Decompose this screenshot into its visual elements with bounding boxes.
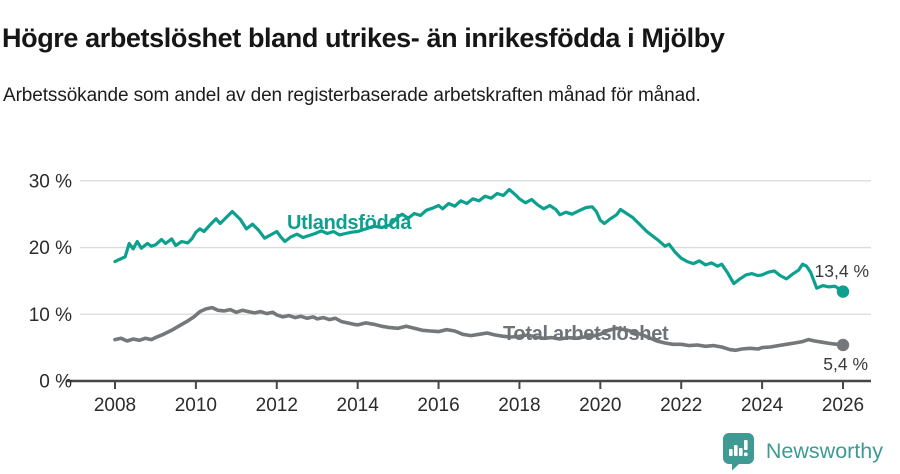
series-line-total bbox=[113, 305, 845, 353]
series-label: Utlandsfödda bbox=[287, 212, 412, 234]
x-tick-label: 2018 bbox=[498, 395, 540, 416]
series-end-dot bbox=[836, 285, 850, 298]
y-tick-label: 30 % bbox=[29, 171, 72, 192]
end-value-label: 5,4 % bbox=[823, 354, 868, 374]
series-end-dot bbox=[836, 338, 850, 352]
brand-footer: Newsworthy bbox=[722, 432, 883, 471]
x-tick-label: 2022 bbox=[660, 395, 702, 416]
chart-subtitle: Arbetssökande som andel av den registerb… bbox=[3, 85, 701, 106]
chart-area: 0 % 10 % 20 % 30 % 2008 2010 2012 2014 2016 2018 2… bbox=[0, 150, 900, 420]
line-chart: 0 % 10 % 20 % 30 % 2008 2010 2012 2014 2016 2018 2… bbox=[29, 171, 871, 416]
end-value-label: 13,4 % bbox=[815, 261, 869, 281]
y-tick-label: 20 % bbox=[29, 238, 72, 259]
series-label: Total arbetslöshet bbox=[503, 323, 669, 345]
x-tick-label: 2026 bbox=[822, 395, 864, 416]
x-tick-label: 2014 bbox=[337, 395, 380, 416]
x-tick-label: 2020 bbox=[579, 395, 621, 416]
x-tick-label: 2024 bbox=[741, 395, 784, 416]
x-tick-label: 2010 bbox=[175, 395, 217, 416]
y-tick-label: 0 % bbox=[39, 372, 72, 393]
x-tick-label: 2012 bbox=[256, 395, 298, 416]
x-tick-label: 2008 bbox=[94, 395, 136, 416]
x-tick-label: 2016 bbox=[417, 395, 459, 416]
newsworthy-logo-icon bbox=[722, 433, 754, 471]
brand-name: Newsworthy bbox=[765, 439, 883, 463]
series-line-utlandsfodda bbox=[113, 187, 845, 294]
y-tick-label: 10 % bbox=[29, 305, 72, 326]
page-title: Högre arbetslöshet bland utrikes- än inr… bbox=[2, 23, 725, 54]
